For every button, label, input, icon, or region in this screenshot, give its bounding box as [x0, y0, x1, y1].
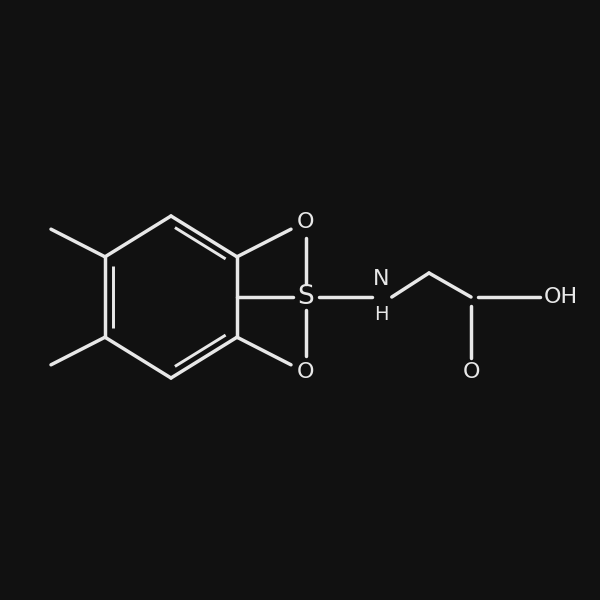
Text: O: O: [462, 362, 480, 382]
Text: OH: OH: [544, 287, 578, 307]
Text: O: O: [297, 212, 315, 232]
Text: S: S: [298, 284, 314, 310]
Text: N: N: [373, 269, 389, 289]
Text: H: H: [374, 305, 388, 324]
Text: O: O: [297, 362, 315, 382]
